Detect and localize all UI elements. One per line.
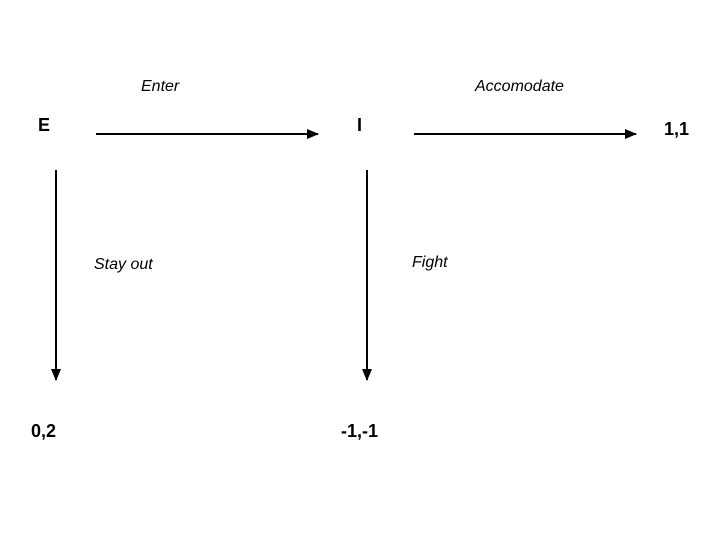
stay-out-payoff: 0,2 [31,421,57,441]
incumbent-node-label: I [357,115,363,135]
stay-out-action-label: Stay out [94,256,153,273]
enter-action-label: Enter [141,78,180,95]
fight-action-label: Fight [412,254,448,271]
entrant-node-label: E [38,115,51,135]
accomodate-payoff: 1,1 [664,119,690,139]
accomodate-action-label: Accomodate [475,78,564,95]
fight-payoff: -1,-1 [341,421,379,441]
